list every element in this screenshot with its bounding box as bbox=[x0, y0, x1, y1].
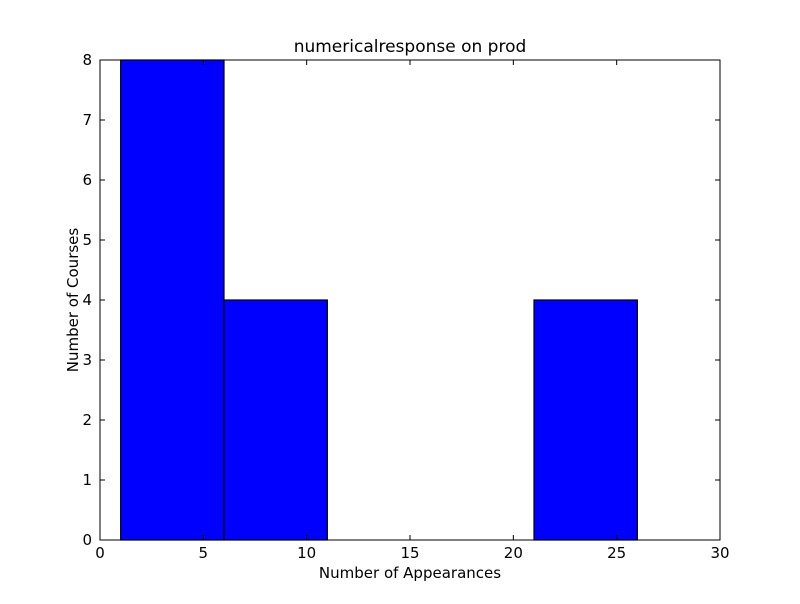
y-tick-label: 2 bbox=[82, 411, 92, 429]
x-tick-label: 5 bbox=[199, 544, 209, 562]
x-tick-label: 25 bbox=[607, 544, 626, 562]
y-tick-label: 4 bbox=[82, 291, 92, 309]
ticks-group bbox=[99, 59, 721, 541]
y-tick-label: 3 bbox=[82, 351, 92, 369]
bars-group bbox=[120, 59, 638, 541]
y-tick-label: 1 bbox=[82, 471, 92, 489]
y-tick-label: 5 bbox=[82, 231, 92, 249]
histogram-bar-0 bbox=[120, 59, 225, 541]
x-tick-label: 20 bbox=[504, 544, 523, 562]
y-tick-label: 7 bbox=[82, 111, 92, 129]
x-tick-label: 15 bbox=[400, 544, 419, 562]
y-tick-label: 0 bbox=[82, 531, 92, 549]
y-tick-label: 6 bbox=[82, 171, 92, 189]
x-tick-label: 30 bbox=[710, 544, 729, 562]
histogram-bar-4 bbox=[533, 299, 638, 541]
y-axis-label: Number of Courses bbox=[64, 228, 82, 373]
x-tick-label: 10 bbox=[297, 544, 316, 562]
x-axis-label: Number of Appearances bbox=[319, 564, 501, 582]
histogram-bar-1 bbox=[223, 299, 328, 541]
y-tick-label: 8 bbox=[82, 51, 92, 69]
chart-title: numericalresponse on prod bbox=[294, 37, 527, 57]
x-tick-label: 0 bbox=[95, 544, 105, 562]
tick-labels-group: 0 5 10 15 20 25 30 0 1 2 3 4 5 6 7 8 bbox=[82, 51, 729, 562]
